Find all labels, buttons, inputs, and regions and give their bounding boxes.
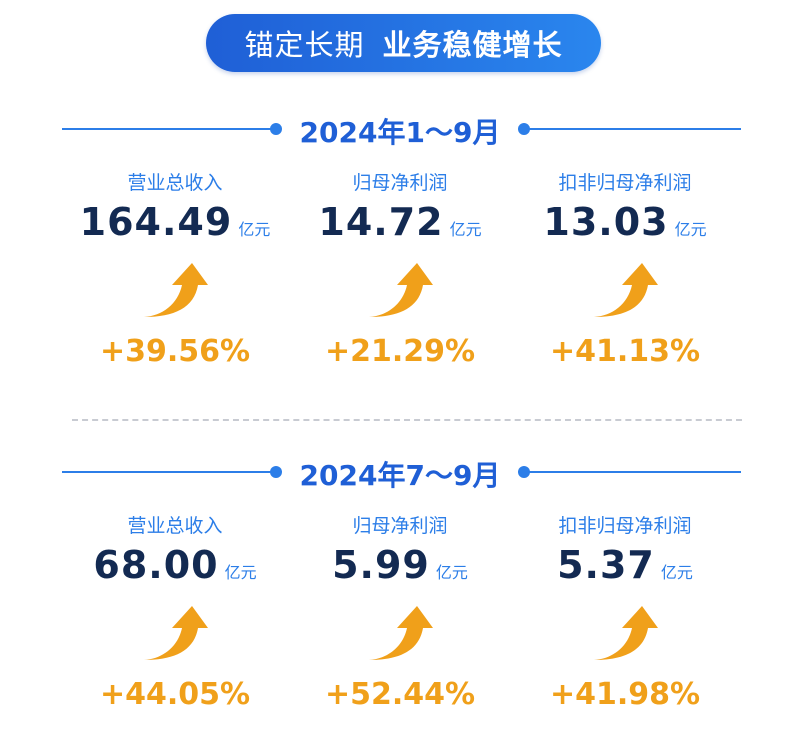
growth-rate: +52.44% [324,677,476,712]
growth-rate: +41.13% [549,334,701,369]
banner-title-part1: 锚定长期 [244,28,365,62]
curved-up-arrow-icon [369,263,433,317]
growth-rate: +41.98% [549,677,701,712]
metric-value: 13.03 [543,200,669,244]
divider-line [62,471,276,473]
metric-label: 营业总收入 [127,172,223,194]
divider-line [62,128,276,130]
period-section-2: 2024年7～9月 营业总收入 68.00 亿元 +44.05% 归母净利润 5… [0,448,800,738]
metric-value: 5.37 [557,543,655,587]
metric-unit: 亿元 [674,220,707,239]
curved-up-arrow-icon [594,606,658,660]
metric-unit: 亿元 [238,220,271,239]
metric-card: 归母净利润 5.99 亿元 +52.44% [280,513,520,712]
metric-unit: 亿元 [435,563,468,582]
period-heading: 2024年1～9月 [299,116,501,149]
divider-dot [270,466,282,478]
curved-up-arrow-icon [594,263,658,317]
metric-label: 归母净利润 [352,172,448,194]
curved-up-arrow-icon [144,263,208,317]
period-heading: 2024年7～9月 [299,459,501,492]
divider-line [523,128,741,130]
metric-card: 扣非归母净利润 5.37 亿元 +41.98% [505,513,745,712]
metric-value: 164.49 [79,200,233,244]
metric-label: 营业总收入 [127,515,223,537]
metric-unit: 亿元 [449,220,482,239]
metric-card: 营业总收入 68.00 亿元 +44.05% [55,513,295,712]
metric-unit: 亿元 [660,563,693,582]
metric-label: 扣非归母净利润 [558,515,692,537]
metric-unit: 亿元 [224,563,257,582]
banner-title-part2: 业务稳健增长 [382,28,563,62]
growth-rate: +21.29% [324,334,476,369]
metric-value: 68.00 [93,543,219,587]
growth-rate: +44.05% [99,677,251,712]
metric-value: 14.72 [318,200,444,244]
metric-card: 营业总收入 164.49 亿元 +39.56% [55,170,295,369]
metric-label: 归母净利润 [352,515,448,537]
curved-up-arrow-icon [369,606,433,660]
section-separator [72,419,742,421]
title-banner: 锚定长期 业务稳健增长 [206,14,601,72]
curved-up-arrow-icon [144,606,208,660]
divider-dot [270,123,282,135]
period-section-1: 2024年1～9月 营业总收入 164.49 亿元 +39.56% 归母净利润 … [0,105,800,395]
metric-card: 扣非归母净利润 13.03 亿元 +41.13% [505,170,745,369]
metric-label: 扣非归母净利润 [558,172,692,194]
metric-value: 5.99 [332,543,430,587]
metric-card: 归母净利润 14.72 亿元 +21.29% [280,170,520,369]
divider-line [523,471,741,473]
growth-rate: +39.56% [99,334,251,369]
